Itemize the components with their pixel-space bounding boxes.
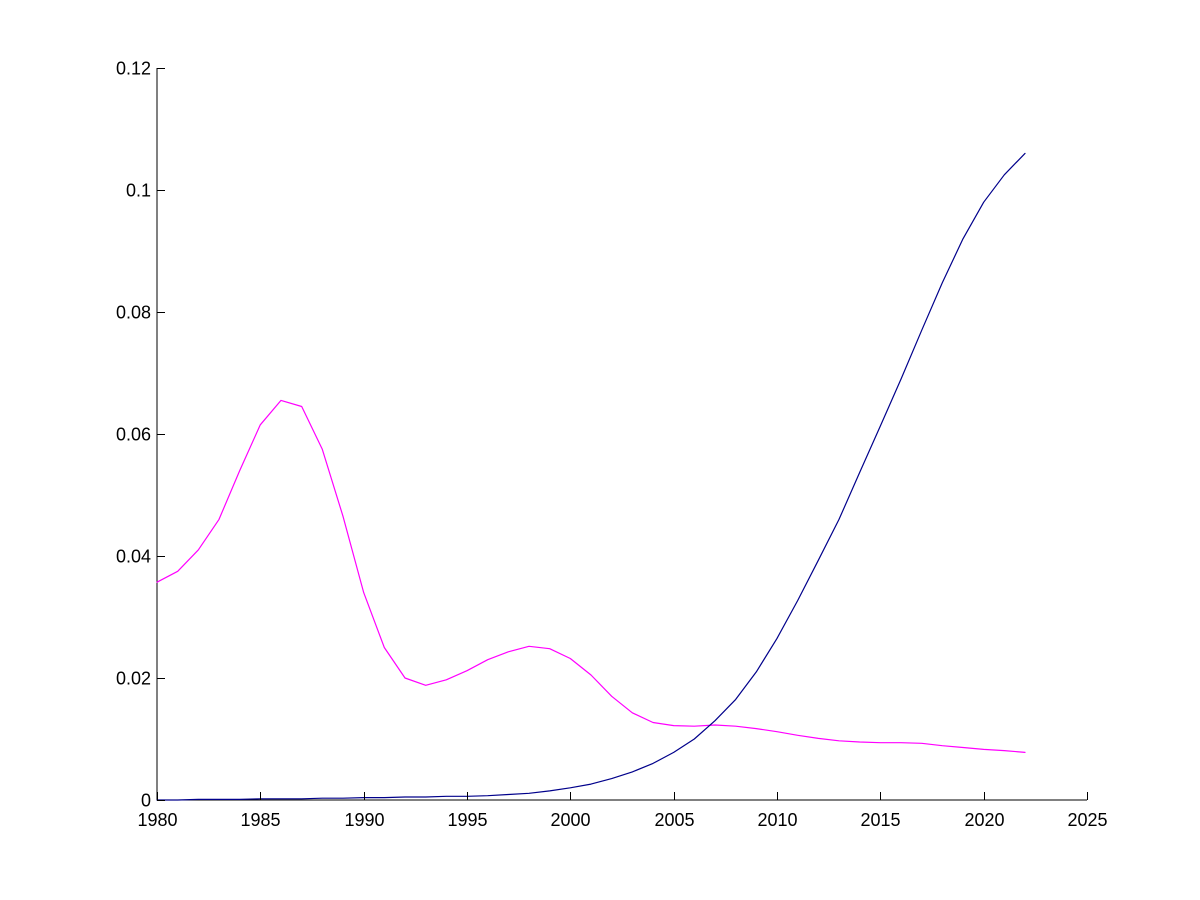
x-tick-label: 1990	[344, 810, 384, 830]
y-tick-label: 0.1	[126, 181, 151, 201]
y-tick-label: 0.08	[116, 303, 151, 323]
x-tick-label: 2005	[654, 810, 694, 830]
y-tick-label: 0.06	[116, 425, 151, 445]
x-tick-label: 2010	[757, 810, 797, 830]
x-tick-label: 1995	[447, 810, 487, 830]
x-tick-label: 1980	[137, 810, 177, 830]
x-tick-label: 2020	[964, 810, 1004, 830]
series-lines	[156, 152, 1026, 801]
x-tick-label: 1985	[240, 810, 280, 830]
y-tick-label: 0.02	[116, 669, 151, 689]
axes	[156, 68, 1087, 801]
ticks: 1980 1985 1990 1995 2000 2005 2010 2015 2020 2025…	[116, 59, 1108, 831]
series-line-2	[156, 152, 1026, 801]
y-tick-label: 0	[141, 791, 151, 811]
x-tick-label: 2025	[1067, 810, 1107, 830]
y-tick-label: 0.04	[116, 547, 151, 567]
x-tick-label: 2015	[860, 810, 900, 830]
x-tick-label: 2000	[550, 810, 590, 830]
y-tick-label: 0.12	[116, 59, 151, 79]
series-line-1	[156, 399, 1026, 754]
